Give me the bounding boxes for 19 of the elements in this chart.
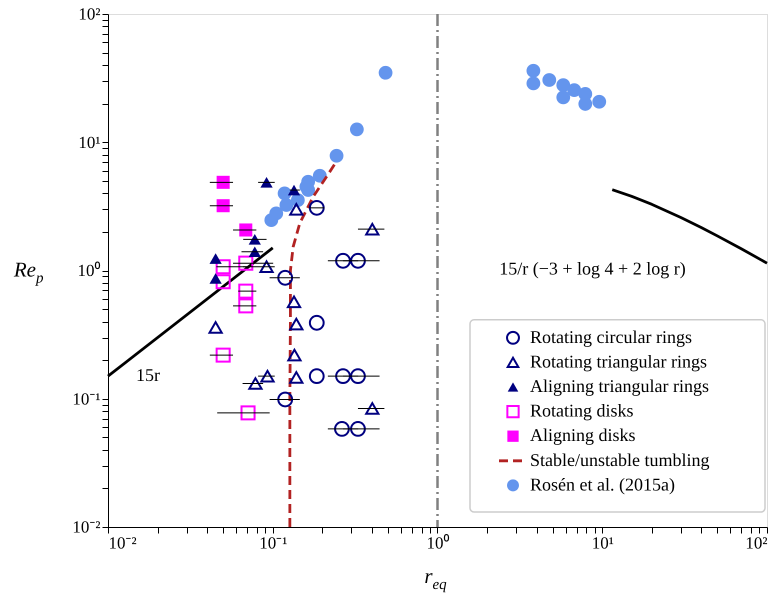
- y-tick-label: 10⁰: [78, 261, 100, 280]
- legend-label: Aligning triangular rings: [530, 376, 709, 396]
- y-tick-label: 10¹: [78, 132, 100, 152]
- legend-label: Rotating circular rings: [530, 326, 692, 347]
- y-tick-label: 10²: [78, 4, 100, 24]
- y-tick-label: 10⁻²: [72, 518, 100, 536]
- legend-label: Stable/unstable tumbling: [530, 450, 710, 470]
- annotation: 15r: [136, 365, 160, 386]
- legend-label: Rosén et al. (2015a): [530, 474, 675, 494]
- annotation: 15/r (−3 + log 4 + 2 log r): [499, 258, 686, 279]
- x-tick-label: 10⁰: [426, 534, 450, 552]
- y-tick-label: 10⁻¹: [72, 389, 100, 408]
- x-tick-label: 10²: [745, 534, 768, 552]
- legend-label: Rotating disks: [530, 400, 634, 421]
- legend-label: Rotating triangular rings: [530, 351, 707, 372]
- legend-label: Aligning disks: [530, 425, 636, 446]
- x-tick-label: 10⁻¹: [259, 534, 288, 552]
- x-tick-label: 10¹: [592, 534, 614, 552]
- x-tick-label: 10⁻²: [108, 534, 137, 552]
